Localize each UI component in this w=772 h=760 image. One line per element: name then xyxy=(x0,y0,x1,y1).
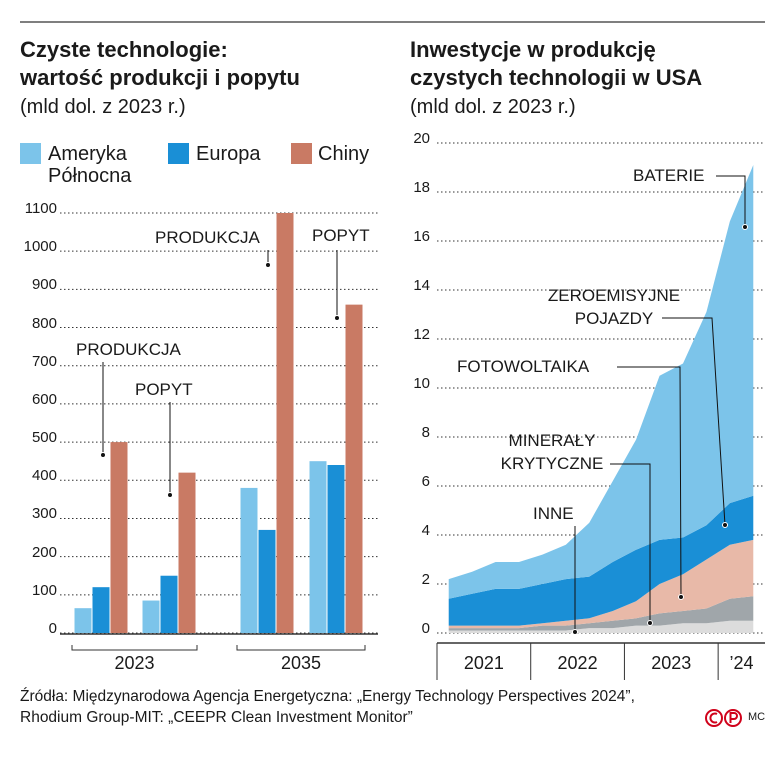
y-tick-label: 0 xyxy=(421,620,430,637)
group-label: 2023 xyxy=(114,653,155,674)
leader-dot xyxy=(647,620,653,626)
y-tick-label: 20 xyxy=(413,130,430,147)
legend-label: Europa xyxy=(196,143,261,165)
bar xyxy=(178,472,196,633)
chart-title: Czyste technologie: xyxy=(20,36,228,62)
area-segment xyxy=(448,495,754,626)
series-label: INNE xyxy=(533,503,574,523)
y-tick-label: 100 xyxy=(31,581,57,599)
leader-dot xyxy=(334,315,340,321)
legend-swatch xyxy=(291,143,312,164)
y-tick-label: 300 xyxy=(31,505,57,523)
chart-title: wartość produkcji i popytu xyxy=(20,64,300,90)
x-tick-label: 2023 xyxy=(651,653,692,674)
y-tick-label: 800 xyxy=(31,314,57,332)
legend-label: Chiny xyxy=(318,143,370,165)
logo-icon xyxy=(705,709,723,727)
bar xyxy=(309,461,327,633)
bar xyxy=(92,587,110,633)
bar xyxy=(240,487,258,633)
area-segment xyxy=(448,596,754,631)
y-tick-label: 16 xyxy=(413,228,430,245)
area-segment xyxy=(448,620,754,633)
bar xyxy=(74,608,92,633)
series-label: BATERIE xyxy=(633,165,705,185)
leader-dot xyxy=(265,262,271,268)
y-tick-label: 1100 xyxy=(24,200,57,217)
y-tick-label: 700 xyxy=(31,352,57,370)
x-tick-label: ’24 xyxy=(729,653,754,674)
chart-title: Inwestycje w produkcję xyxy=(410,36,656,62)
leader-dot xyxy=(572,629,578,635)
chart-title: czystych technologii w USA xyxy=(410,64,703,90)
bar xyxy=(258,529,276,633)
y-tick-label: 2 xyxy=(421,571,430,588)
bar xyxy=(327,465,345,633)
bar xyxy=(345,304,363,633)
leader-dot xyxy=(742,224,748,230)
legend-swatch xyxy=(168,143,189,164)
leader-dot xyxy=(100,452,106,458)
y-tick-label: 600 xyxy=(31,390,57,408)
chart-subtitle: (mld dol. z 2023 r.) xyxy=(20,96,186,118)
logo-icon xyxy=(709,712,718,724)
legend-swatch xyxy=(20,143,41,164)
group-bracket xyxy=(236,645,366,651)
y-tick-label: 12 xyxy=(413,326,430,343)
series-label: FOTOWOLTAIKA xyxy=(457,356,590,376)
group-bracket xyxy=(71,645,198,651)
y-tick-label: 900 xyxy=(31,276,57,294)
category-label: POPYT xyxy=(135,379,193,399)
series-label: MINERAŁY KRYTYCZNE xyxy=(500,431,604,473)
y-tick-label: 200 xyxy=(31,543,57,561)
area-segment xyxy=(448,165,754,599)
y-tick-label: 8 xyxy=(421,424,430,441)
legend-label: Ameryka Północna xyxy=(48,143,132,187)
leader-line xyxy=(662,317,726,526)
leader-line xyxy=(716,175,746,227)
category-label: PRODUKCJA xyxy=(155,227,260,247)
y-tick-label: 4 xyxy=(421,522,430,539)
y-tick-label: 18 xyxy=(413,179,430,196)
y-tick-label: 500 xyxy=(31,429,57,447)
area-segment xyxy=(448,539,754,629)
x-tick-label: 2021 xyxy=(463,653,504,674)
leader-line xyxy=(610,463,651,623)
y-tick-label: 1000 xyxy=(23,238,57,256)
logo-icon xyxy=(724,709,742,727)
source-note: Źródła: Międzynarodowa Agencja Energetyc… xyxy=(20,688,635,726)
category-label: PRODUKCJA xyxy=(76,339,181,359)
bar xyxy=(110,442,128,633)
y-tick-label: 400 xyxy=(31,467,57,485)
y-tick-label: 14 xyxy=(413,277,430,294)
x-tick-label: 2022 xyxy=(557,653,598,674)
bar xyxy=(142,600,160,633)
logo-icon xyxy=(729,712,738,723)
group-label: 2035 xyxy=(280,653,322,674)
series-label: ZEROEMISYJNE POJAZDY xyxy=(547,286,681,328)
leader-dot xyxy=(167,492,173,498)
bar xyxy=(276,213,294,633)
y-tick-label: 6 xyxy=(421,473,430,490)
category-label: POPYT xyxy=(312,225,370,245)
y-tick-label: 0 xyxy=(48,620,57,637)
chart-subtitle: (mld dol. z 2023 r.) xyxy=(410,96,576,118)
bar xyxy=(160,575,178,633)
credit: MC xyxy=(748,711,766,723)
leader-dot xyxy=(722,522,728,528)
leader-dot xyxy=(678,594,684,600)
leader-line xyxy=(617,366,682,598)
y-tick-label: 10 xyxy=(413,375,430,392)
